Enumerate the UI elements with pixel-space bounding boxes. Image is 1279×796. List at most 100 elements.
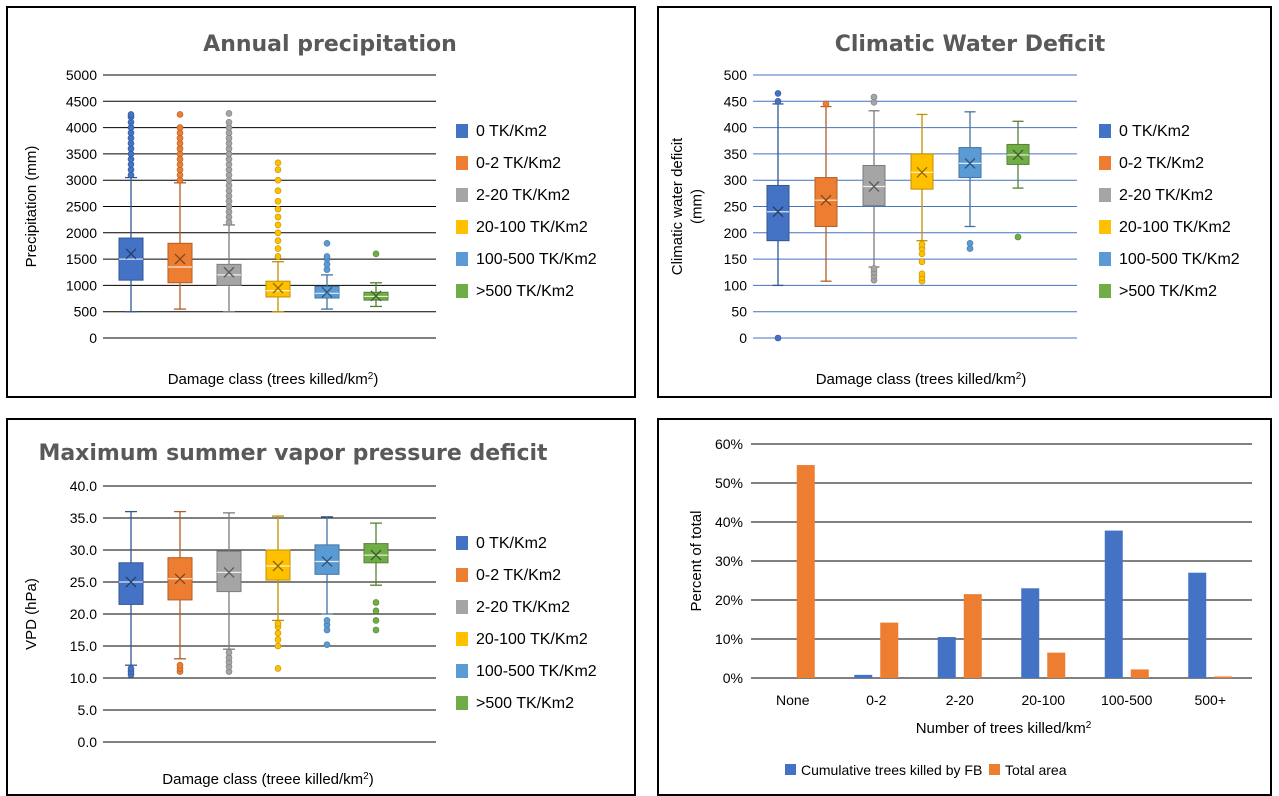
mean-marker: [321, 556, 333, 567]
y-tick-label: 20%: [715, 592, 743, 608]
bar-Total area-20-100: [1047, 652, 1066, 678]
bar-Cumulative trees killed by FB-0-2: [854, 674, 873, 678]
box-100-500 TK/Km2: [314, 544, 340, 575]
outlier-point: [274, 176, 282, 184]
outlier-point: [176, 111, 184, 118]
outlier-point: [274, 245, 282, 252]
y-axis-label-line: (mm): [689, 189, 706, 224]
box-0-2 TK/Km2: [814, 177, 838, 227]
legend-label: 2-20 TK/Km2: [476, 599, 570, 616]
y-tick-label: 35.0: [70, 510, 97, 526]
legend-swatch: [456, 252, 468, 266]
x-axis-label-text-end: ): [373, 371, 378, 388]
legend-swatch: [456, 536, 468, 550]
legend-swatch: [456, 568, 468, 582]
legend-label: Cumulative trees killed by FB: [801, 762, 982, 778]
y-tick-label: 350: [724, 146, 748, 162]
legend-swatch: [456, 124, 468, 138]
legend-swatch: [456, 696, 468, 710]
outlier-point: [774, 90, 782, 97]
box-2-20 TK/Km2: [216, 550, 242, 593]
legend-swatch: [456, 220, 468, 234]
y-tick-label: 5.0: [78, 702, 98, 718]
x-axis-label-text: Damage class (treee killed/km: [162, 771, 363, 788]
outlier-point: [127, 111, 135, 118]
y-tick-label: 10.0: [70, 670, 97, 686]
mean-marker: [321, 286, 333, 298]
mean-marker: [820, 194, 832, 206]
x-axis-label: Damage class (treee killed/km2): [162, 771, 373, 789]
y-tick-label: 400: [724, 120, 748, 136]
outlier-point: [274, 166, 282, 173]
outlier-point: [274, 620, 282, 627]
bar-Cumulative trees killed by FB-100-500: [1104, 530, 1123, 678]
legend-swatch: [785, 764, 796, 775]
y-tick-label: 4500: [66, 93, 97, 109]
y-tick-label: 0%: [723, 670, 743, 686]
legend-label: 20-100 TK/Km2: [476, 631, 588, 648]
mean-marker: [174, 573, 186, 585]
y-tick-label: 2000: [66, 225, 97, 241]
outlier-point: [372, 250, 380, 258]
chart-title: Climatic Water Deficit: [835, 32, 1106, 57]
mean-marker: [125, 576, 137, 588]
mean-marker: [964, 157, 976, 169]
box-20-100 TK/Km2: [265, 280, 291, 298]
mean-marker: [223, 566, 235, 578]
x-axis-label-text-end: ): [369, 771, 374, 788]
outlier-point: [274, 229, 282, 237]
chart-annual-precipitation: Annual precipitation05001000150020002500…: [23, 32, 597, 388]
chart-trees-killed-bar: 0% 10% 20% 30% 40% 50% 60% Percent of total None…: [688, 436, 1252, 778]
y-tick-label: 100: [724, 277, 748, 293]
chart-title: Annual precipitation: [203, 32, 457, 57]
y-tick-label: 25.0: [70, 574, 97, 590]
x-axis-label: Damage class (trees killed/km2): [816, 371, 1027, 389]
outlier-point: [323, 617, 331, 624]
legend-swatch: [1099, 188, 1111, 202]
mean-marker: [1012, 149, 1024, 161]
legend-swatch: [456, 632, 468, 646]
legend-label: 100-500 TK/Km2: [476, 251, 597, 268]
x-axis-label-superscript: 2: [1086, 720, 1092, 731]
outlier-point: [774, 98, 782, 105]
y-tick-label: 3000: [66, 172, 97, 188]
outlier-point: [176, 124, 184, 131]
mean-marker: [868, 181, 880, 192]
y-tick-label: 15.0: [70, 638, 97, 654]
x-tick-label: 500+: [1194, 692, 1226, 708]
mean-marker: [125, 248, 137, 260]
outlier-point: [323, 240, 331, 247]
outlier-point: [176, 661, 184, 669]
bar-Cumulative trees killed by FB-20-100: [1021, 588, 1040, 678]
y-tick-label: 500: [724, 67, 748, 83]
outlier-point: [870, 93, 878, 101]
y-tick-label: 40%: [715, 514, 743, 530]
chart-vapor-pressure-deficit: Maximum summer vapor pressure deficit 0.0…: [23, 441, 597, 789]
legend-label: 100-500 TK/Km2: [1119, 251, 1240, 268]
mean-marker: [223, 266, 235, 278]
mean-marker: [272, 282, 284, 294]
bar-Total area-2-20: [963, 594, 982, 678]
x-axis-label-text: Number of trees killed/km: [916, 720, 1086, 737]
outlier-point: [225, 110, 233, 117]
bar-Cumulative trees killed by FB-500+: [1188, 572, 1207, 678]
bar-Cumulative trees killed by FB-2-20: [937, 637, 956, 678]
x-axis-label-superscript: 2: [368, 371, 374, 382]
chart-climatic-water-deficit: Climatic Water Deficit 0 50 100 150 200 250 300…: [669, 32, 1240, 389]
y-axis-label: VPD (hPa): [23, 578, 40, 650]
legend-label: 0 TK/Km2: [476, 535, 547, 552]
legend-label: 0 TK/Km2: [476, 123, 547, 140]
legend-swatch: [456, 284, 468, 298]
legend-label: 0-2 TK/Km2: [476, 155, 561, 172]
box->500 TK/Km2: [363, 543, 389, 564]
mean-marker: [370, 549, 382, 561]
panel-vapor-pressure-deficit: Maximum summer vapor pressure deficit 0.0…: [6, 418, 636, 796]
x-axis-label: Number of trees killed/km2: [916, 720, 1092, 738]
outlier-point: [372, 607, 380, 615]
legend-swatch: [456, 600, 468, 614]
y-tick-label: 30%: [715, 553, 743, 569]
y-tick-label: 300: [724, 172, 748, 188]
outlier-point: [127, 665, 135, 672]
mean-marker: [916, 166, 928, 178]
outlier-point: [274, 629, 282, 637]
